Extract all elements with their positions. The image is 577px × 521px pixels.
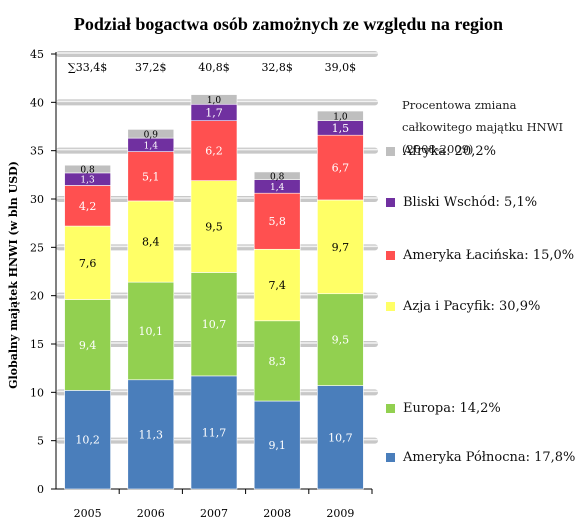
axes: 0 5 10 15 20 25 30 35 40 45 2005 2006 2007 2008 2009 [30,48,373,520]
bar-segment [317,134,364,201]
bar-segment [64,185,111,227]
bar-value-label: 1,0 [333,112,348,122]
legend-label: Afryka: 20,2% [403,144,496,159]
bar-value-label: 9,7 [332,241,350,254]
legend-item: Azja i Pacyfik: 30,9% [386,299,540,314]
total-label: 39,0$ [325,61,357,74]
bar-segment [317,199,364,295]
y-axis-title: Globalny majątek HNWI (w bln USD) [7,161,20,389]
bar-value-label: 0,8 [80,166,95,176]
bar-segment [317,293,364,386]
bar-segment [127,129,175,139]
bar-value-label: 10,7 [328,431,353,444]
legend-label: Bliski Wschód: 5,1% [403,195,538,210]
bar-segment [127,379,175,490]
data-labels: 10,29,47,64,21,30,8∑33,4$11,310,18,45,11… [68,61,356,452]
total-label: 32,8$ [261,61,293,74]
legend-label: Azja i Pacyfik: 30,9% [403,299,541,314]
bar-value-label: 0,9 [144,130,159,140]
bar-value-label: 6,7 [332,162,350,175]
legend-item: Ameryka Łacińska: 15,0% [386,248,574,263]
bar-value-label: 1,4 [144,141,159,151]
y-tick-label: 40 [30,96,44,109]
legend-swatch [386,404,395,413]
bar-segment [190,272,238,377]
bar-value-label: 8,4 [142,236,160,249]
x-tick-label: 2006 [137,507,165,520]
legend-swatch [386,302,395,311]
bar-value-label: 8,3 [268,355,286,368]
y-tick-label: 25 [30,241,44,254]
bar-value-label: 9,4 [79,339,97,352]
legend-swatch [386,251,395,260]
bar-value-label: 10,7 [202,318,227,331]
bar-value-label: 7,4 [268,279,286,292]
bar-segment [127,151,175,202]
bar-segment [190,375,238,490]
bar-value-label: 7,6 [79,257,97,270]
bar-value-label: 6,2 [205,145,223,158]
bar-value-label: 5,8 [268,215,286,228]
bar-value-label: 9,1 [268,439,286,452]
bar-value-label: 1,3 [80,176,95,186]
y-tick-label: 10 [30,386,44,399]
legend-item: Afryka: 20,2% [386,144,496,159]
legend-label: Europa: 14,2% [403,401,501,416]
x-tick-label: 2009 [326,507,354,520]
legend-swatch [386,147,395,156]
bar-value-label: 1,5 [332,122,350,135]
x-tick-label: 2008 [263,507,291,520]
bar-segment [253,171,301,180]
bar-segment [127,200,175,283]
bar-value-label: 10,2 [75,434,100,447]
bar-value-label: 9,5 [205,221,223,234]
legend-title: Procentowa zmiana całkowitego majątku HN… [402,98,564,156]
bar-segment [190,94,238,105]
bar-value-label: 10,1 [139,325,164,338]
bar-segment [127,281,175,381]
x-tick-label: 2005 [74,507,102,520]
bar-value-label: 1,4 [270,183,285,193]
x-tick-label: 2007 [200,507,228,520]
total-label: 37,2$ [135,61,167,74]
bar-value-label: 11,7 [202,426,227,439]
bar-segment [253,400,301,490]
y-tick-label: 20 [30,290,44,303]
bar-segment [317,110,364,121]
legend-label: Ameryka Północna: 17,8% [403,450,576,465]
y-tick-label: 0 [37,483,44,496]
bar-value-label: 1,7 [205,106,223,119]
y-tick-label: 5 [37,435,44,448]
bar-value-label: 11,3 [139,428,164,441]
gridline [56,51,378,57]
y-tick-label: 30 [30,193,44,206]
bar-segment [190,180,238,273]
bar-segment [64,164,111,174]
bar-value-label: 9,5 [332,334,350,347]
bar-segment [190,120,238,181]
total-label: ∑33,4$ [68,61,107,74]
legend-item: Europa: 14,2% [386,401,501,416]
legend-swatch [386,198,395,207]
bar-value-label: 4,2 [79,200,97,213]
legend-item: Bliski Wschód: 5,1% [386,195,537,210]
y-tick-label: 35 [30,145,44,158]
bars [64,94,364,490]
bar-segment [64,225,111,300]
bar-segment [317,385,364,490]
legend-swatch [386,453,395,462]
bar-value-label: 0,8 [270,172,285,182]
y-tick-label: 45 [30,48,44,61]
chart-title: Podział bogactwa osób zamożnych ze wzglę… [73,14,504,34]
legend-label: Ameryka Łacińska: 15,0% [403,248,575,263]
bar-segment [64,299,111,391]
legend-item: Ameryka Północna: 17,8% [386,450,575,465]
bar-value-label: 1,0 [207,96,222,106]
total-label: 40,8$ [198,61,230,74]
bar-value-label: 5,1 [142,170,160,183]
y-tick-label: 15 [30,338,44,351]
bar-segment [253,320,301,402]
bar-segment [64,390,111,490]
